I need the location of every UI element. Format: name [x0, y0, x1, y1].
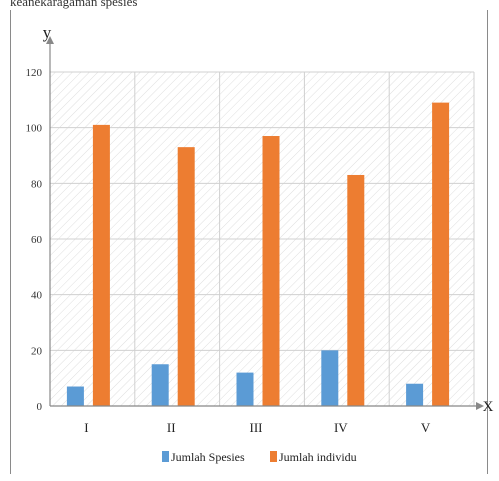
legend-swatch [270, 451, 277, 462]
bar-jumlah-spesies [66, 386, 84, 406]
figure-frame [10, 10, 488, 474]
x-tick-label: III [250, 420, 263, 435]
legend-label: Jumlah Spesies [171, 450, 245, 464]
y-tick-label: 20 [31, 345, 43, 357]
bar-jumlah-individu [92, 124, 110, 406]
y-tick-label: 100 [26, 123, 43, 135]
x-tick-label: I [84, 420, 88, 435]
top-cut-caption: keanekaragaman spesies [10, 0, 488, 10]
x-tick-label: V [421, 420, 431, 435]
bar-jumlah-spesies [321, 350, 339, 406]
bar-jumlah-individu [262, 136, 280, 406]
legend: Jumlah Spesies Jumlah individu [162, 450, 357, 464]
x-tick-labels: I II III IV V [84, 420, 431, 435]
bar-jumlah-spesies [406, 383, 424, 406]
bar-jumlah-individu [432, 102, 450, 406]
x-tick-label: IV [334, 420, 348, 435]
x-axis-label: X [483, 399, 494, 415]
y-axis-label: y [43, 23, 52, 42]
legend-swatch [162, 451, 169, 462]
bar-jumlah-spesies [236, 372, 254, 406]
y-tick-label: 80 [31, 178, 43, 190]
bar-jumlah-spesies [151, 364, 169, 406]
y-tick-label: 40 [31, 290, 43, 302]
gridlines [50, 71, 475, 406]
caption-text: keanekaragaman spesies [10, 0, 138, 9]
y-tick-label: 60 [31, 234, 43, 246]
bar-jumlah-individu [177, 147, 195, 406]
y-tick-labels: 0 20 40 60 80 100 120 [26, 67, 43, 413]
y-tick-label: 120 [26, 67, 43, 79]
y-tick-label: 0 [37, 401, 43, 413]
bar-jumlah-individu [347, 174, 365, 406]
legend-label: Jumlah individu [279, 450, 357, 464]
x-tick-label: II [167, 420, 176, 435]
bars [66, 102, 450, 406]
